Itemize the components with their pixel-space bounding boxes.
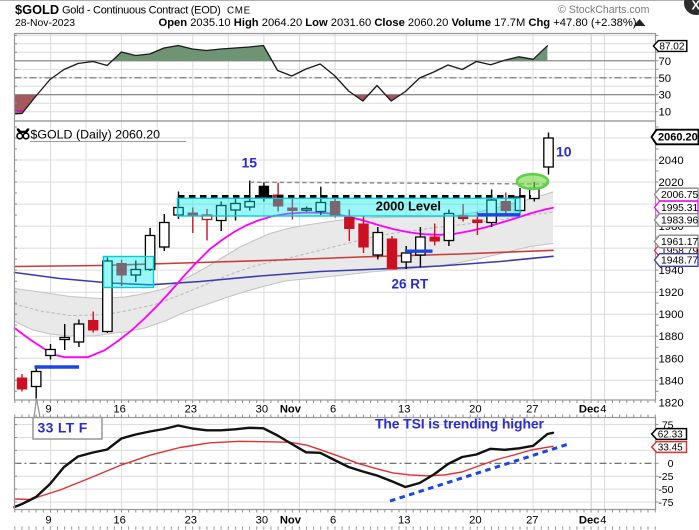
- svg-text:62.33: 62.33: [658, 430, 683, 441]
- svg-text:23: 23: [185, 515, 197, 527]
- svg-text:75: 75: [662, 420, 674, 432]
- svg-text:2006.75: 2006.75: [661, 190, 698, 201]
- svg-text:33.45: 33.45: [658, 443, 683, 454]
- svg-text:1840: 1840: [659, 375, 684, 387]
- svg-text:30: 30: [659, 90, 672, 102]
- svg-text:30: 30: [256, 515, 268, 527]
- svg-text:28-Nov-2023: 28-Nov-2023: [15, 18, 75, 29]
- svg-text:70: 70: [659, 56, 672, 68]
- svg-text:Nov: Nov: [280, 515, 302, 527]
- svg-text:4: 4: [600, 404, 606, 416]
- svg-text:2040: 2040: [659, 155, 684, 167]
- svg-text:The TSI is trending higher: The TSI is trending higher: [375, 416, 544, 432]
- svg-text:1983.96: 1983.96: [661, 216, 698, 227]
- svg-text:1961.17: 1961.17: [661, 237, 698, 248]
- svg-text:26 RT: 26 RT: [392, 277, 430, 292]
- svg-text:9: 9: [45, 515, 51, 527]
- svg-text:1948.77: 1948.77: [661, 256, 698, 267]
- svg-text:Dec: Dec: [579, 404, 600, 416]
- svg-text:-50: -50: [658, 484, 673, 496]
- svg-text:30: 30: [256, 404, 268, 416]
- svg-text:6: 6: [330, 515, 336, 527]
- svg-text:87.02: 87.02: [659, 42, 684, 53]
- svg-text:23: 23: [185, 404, 197, 416]
- svg-text:10: 10: [556, 144, 572, 160]
- svg-text:1940: 1940: [659, 265, 684, 277]
- svg-text:Gold - Continuous Contract (EO: Gold - Continuous Contract (EOD): [62, 5, 221, 17]
- svg-text:X: X: [692, 0, 699, 13]
- svg-text:1880: 1880: [659, 331, 684, 343]
- svg-text:$GOLD (Daily) 2060.20: $GOLD (Daily) 2060.20: [31, 128, 161, 142]
- svg-text:33 LT F: 33 LT F: [38, 420, 88, 436]
- svg-text:© StockCharts.com: © StockCharts.com: [558, 4, 650, 16]
- svg-text:$GOLD: $GOLD: [15, 2, 59, 17]
- svg-text:Nov: Nov: [280, 404, 302, 416]
- svg-text:16: 16: [113, 515, 125, 527]
- svg-text:50: 50: [659, 73, 672, 85]
- svg-text:9: 9: [45, 404, 51, 416]
- svg-text:16: 16: [113, 404, 125, 416]
- svg-text:2000 Level: 2000 Level: [376, 199, 441, 214]
- svg-text:-25: -25: [658, 471, 673, 483]
- svg-text:Dec: Dec: [579, 515, 600, 527]
- svg-text:13: 13: [398, 404, 410, 416]
- svg-text:6: 6: [330, 404, 336, 416]
- svg-text:27: 27: [526, 515, 538, 527]
- svg-text:1860: 1860: [659, 353, 684, 365]
- svg-text:-75: -75: [658, 497, 673, 509]
- svg-text:20: 20: [469, 404, 481, 416]
- svg-text:20: 20: [469, 515, 481, 527]
- svg-text:1958.79: 1958.79: [661, 246, 698, 257]
- svg-text:1820: 1820: [659, 397, 684, 409]
- svg-text:0: 0: [668, 458, 674, 470]
- svg-text:27: 27: [526, 404, 538, 416]
- svg-text:2020: 2020: [659, 177, 684, 189]
- svg-text:1900: 1900: [659, 309, 684, 321]
- svg-text:13: 13: [398, 515, 410, 527]
- svg-text:10: 10: [659, 107, 672, 119]
- svg-text:2060.20: 2060.20: [658, 132, 698, 144]
- svg-text:Open 2035.10 High 2064.20 Low: Open 2035.10 High 2064.20 Low 2031.60 Cl…: [159, 17, 637, 29]
- svg-text:1995.31: 1995.31: [661, 203, 698, 214]
- svg-text:1920: 1920: [659, 287, 684, 299]
- svg-text:15: 15: [242, 155, 258, 171]
- svg-text:CME: CME: [227, 6, 251, 17]
- svg-text:4: 4: [600, 515, 606, 527]
